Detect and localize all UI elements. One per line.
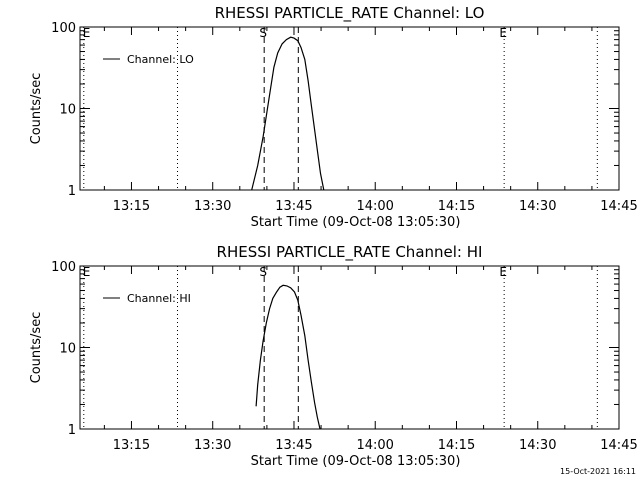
x-tick-label: 13:15 (113, 438, 150, 453)
x-tick-label: 13:30 (194, 199, 231, 214)
x-tick-label: 14:15 (438, 199, 475, 214)
x-tick-label: 14:45 (600, 199, 637, 214)
data-series-group (255, 284, 321, 429)
footer-timestamp: 15-Oct-2021 16:11 (560, 467, 636, 476)
plot-frame (79, 26, 620, 191)
time-marker-label: S (259, 265, 267, 279)
time-marker-label: E (499, 265, 507, 279)
y-tick-label: 100 (51, 260, 76, 275)
y-tick-label: 10 (59, 103, 76, 118)
x-tick-label: 13:45 (275, 438, 312, 453)
chart-title: RHESSI PARTICLE_RATE Channel: HI (217, 243, 483, 262)
x-axis-label: Start Time (09-Oct-08 13:05:30) (251, 454, 461, 469)
x-tick-label: 14:15 (438, 438, 475, 453)
y-axis-label: Counts/sec (29, 312, 44, 384)
legend-label: Channel: LO (127, 53, 194, 66)
time-marker-label: E (83, 265, 91, 279)
chart-panel-2: RHESSI PARTICLE_RATE Channel: HI 13:15 13:… (29, 243, 638, 469)
y-tick-label: 100 (51, 21, 76, 36)
x-tick-label: 14:00 (356, 199, 393, 214)
series-line (251, 36, 325, 190)
y-tick-label: 1 (68, 423, 76, 438)
x-tick-label: 14:00 (356, 438, 393, 453)
time-marker-label: E (83, 26, 91, 40)
plot-frame (79, 265, 620, 430)
y-tick-label: 1 (68, 184, 76, 199)
time-marker-label: S (259, 26, 267, 40)
y-axis-label: Counts/sec (29, 73, 44, 145)
x-tick-label: 13:45 (275, 199, 312, 214)
legend-label: Channel: HI (127, 292, 191, 305)
data-series-group (251, 36, 325, 190)
series-line (255, 284, 321, 429)
y-tick-label: 10 (59, 342, 76, 357)
x-tick-label: 14:30 (519, 438, 556, 453)
chart-title: RHESSI PARTICLE_RATE Channel: LO (215, 4, 485, 23)
time-marker-label: E (499, 26, 507, 40)
x-tick-label: 14:30 (519, 199, 556, 214)
x-axis-label: Start Time (09-Oct-08 13:05:30) (251, 215, 461, 230)
x-tick-label: 13:30 (194, 438, 231, 453)
chart-panel-1: RHESSI PARTICLE_RATE Channel: LO 13:15 13:… (29, 4, 638, 230)
x-tick-label: 14:45 (600, 438, 637, 453)
x-tick-label: 13:15 (113, 199, 150, 214)
